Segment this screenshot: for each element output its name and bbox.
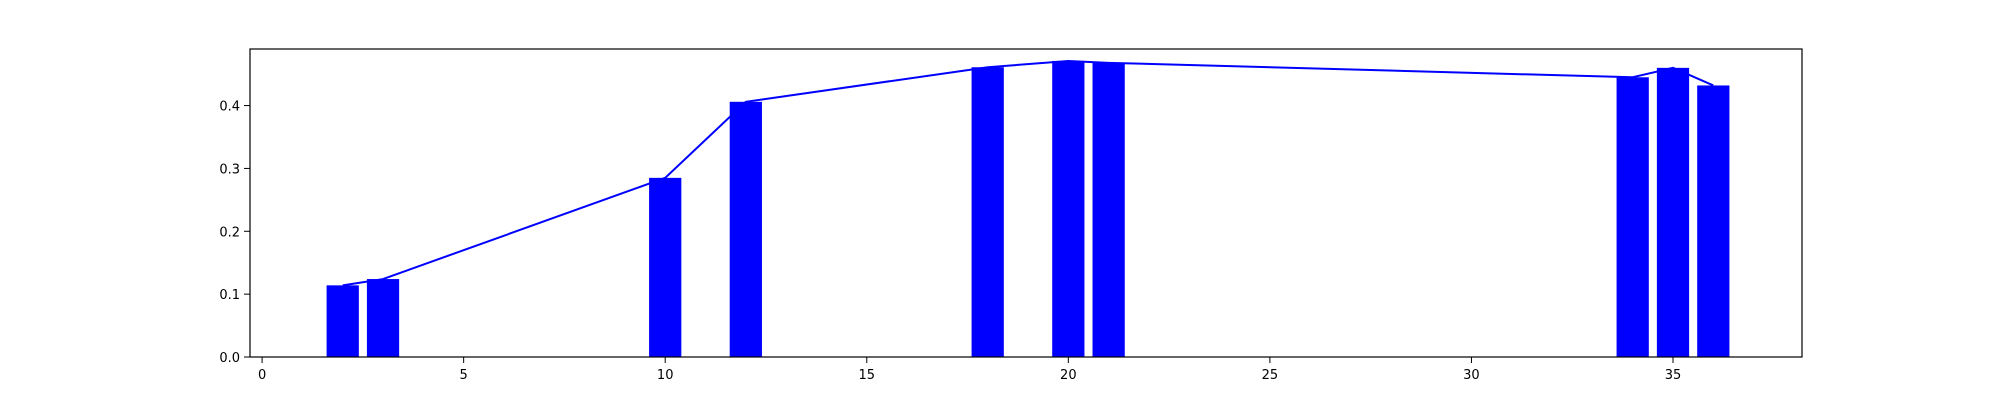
bar (649, 177, 682, 357)
x-tick-label: 10 (657, 368, 674, 383)
x-tick-label: 20 (1060, 368, 1077, 383)
x-tick-label: 25 (1262, 368, 1279, 383)
bar (1052, 60, 1085, 357)
bar (729, 101, 762, 357)
y-tick-label: 0.3 (219, 162, 240, 177)
x-tick-label: 35 (1665, 368, 1682, 383)
x-tick-label: 30 (1463, 368, 1480, 383)
bar (1697, 85, 1730, 357)
bar (1616, 77, 1649, 358)
y-tick-label: 0.2 (219, 225, 240, 240)
bar (326, 285, 359, 357)
x-tick-label: 5 (460, 368, 468, 383)
bar (1092, 62, 1125, 357)
bar (1656, 67, 1690, 357)
x-tick-label: 0 (258, 368, 266, 383)
bar (366, 279, 400, 357)
x-axis: 0 5 10 15 20 25 30 35 (258, 357, 1681, 383)
bar-group (326, 60, 1730, 358)
y-tick-label: 0.0 (219, 351, 240, 366)
y-tick-label: 0.1 (219, 288, 240, 303)
y-axis: 0.0 0.1 0.2 0.3 0.4 (219, 100, 250, 366)
y-tick-label: 0.4 (219, 100, 240, 115)
bar (971, 67, 1004, 357)
x-tick-label: 15 (858, 368, 875, 383)
series-line (342, 59, 1714, 287)
plot-frame (249, 48, 1803, 358)
